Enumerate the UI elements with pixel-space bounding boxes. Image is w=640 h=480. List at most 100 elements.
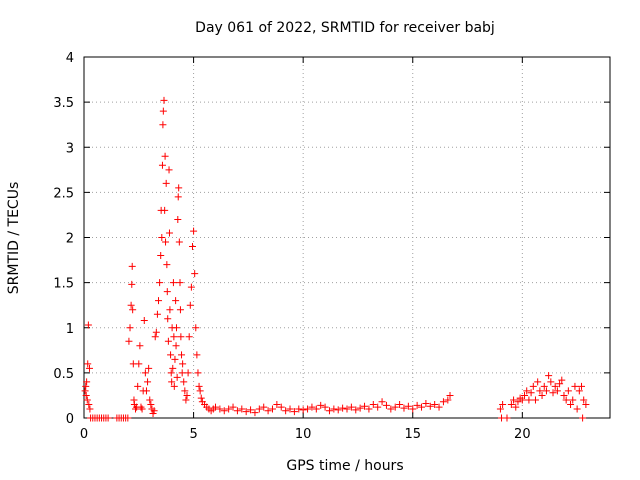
data-point (558, 376, 566, 384)
data-point (260, 403, 268, 411)
data-point (178, 351, 186, 359)
data-point (184, 369, 192, 377)
data-point (523, 387, 531, 395)
data-point (169, 279, 177, 287)
data-point (144, 378, 152, 386)
y-tick-label: 4 (66, 51, 74, 66)
data-point (182, 396, 190, 404)
data-point (575, 387, 583, 395)
data-point (150, 407, 158, 415)
data-point (503, 414, 511, 422)
data-point (251, 409, 259, 417)
data-point (127, 301, 135, 309)
data-point (172, 342, 180, 350)
data-point (125, 337, 133, 345)
data-point (396, 400, 404, 408)
data-point (157, 252, 165, 260)
data-point (573, 405, 581, 413)
data-point (167, 351, 175, 359)
data-point (282, 407, 290, 415)
data-point (404, 402, 412, 410)
data-point (132, 405, 140, 413)
data-point (161, 152, 169, 160)
data-point (229, 403, 237, 411)
data-point (178, 369, 186, 377)
data-point (290, 408, 298, 416)
data-point (83, 396, 91, 404)
data-point (173, 373, 181, 381)
data-point (525, 396, 533, 404)
y-tick-label: 0.5 (53, 367, 74, 382)
y-tick-label: 2 (66, 232, 74, 247)
data-point (549, 389, 557, 397)
data-point (439, 398, 447, 406)
data-point (361, 402, 369, 410)
data-point (85, 400, 93, 408)
data-point (560, 391, 568, 399)
data-point (551, 382, 559, 390)
data-point (159, 121, 167, 129)
data-point (369, 400, 377, 408)
data-point (176, 279, 184, 287)
data-point (527, 389, 535, 397)
data-point (155, 297, 163, 305)
data-point (167, 369, 175, 377)
data-point (166, 306, 174, 314)
y-tick-label: 2.5 (53, 186, 74, 201)
data-point (418, 403, 426, 411)
data-point (540, 382, 548, 390)
data-point (172, 297, 180, 305)
data-point (325, 407, 333, 415)
data-point (163, 261, 171, 269)
y-tick-label: 3 (66, 141, 74, 156)
data-point (400, 404, 408, 412)
data-point (308, 403, 316, 411)
data-point (343, 405, 351, 413)
data-point (158, 161, 166, 169)
data-point (159, 107, 167, 115)
data-point (162, 238, 170, 246)
x-tick-label: 15 (404, 427, 421, 442)
data-point (569, 396, 577, 404)
x-tick-label: 10 (295, 427, 312, 442)
data-point (304, 405, 312, 413)
data-point (556, 380, 564, 388)
data-point (299, 406, 307, 414)
data-point (446, 391, 454, 399)
data-point (499, 400, 507, 408)
data-point (83, 378, 91, 386)
data-point (514, 398, 522, 406)
grid-lines (84, 57, 610, 418)
x-axis-label: GPS time / hours (286, 458, 403, 474)
data-point (175, 184, 183, 192)
data-point (124, 414, 132, 422)
data-point (177, 333, 185, 341)
data-point (170, 382, 178, 390)
data-point (84, 360, 92, 368)
y-tick-label: 1.5 (53, 277, 74, 292)
data-point (135, 360, 143, 368)
data-point (170, 333, 178, 341)
data-point (507, 400, 515, 408)
data-point (168, 378, 176, 386)
data-point (534, 378, 542, 386)
data-point (238, 405, 246, 413)
data-point (142, 387, 150, 395)
data-point (286, 405, 294, 413)
data-point (180, 378, 188, 386)
data-point (233, 407, 241, 415)
data-point (137, 403, 145, 411)
data-point (140, 317, 148, 325)
y-axis-label: SRMTID / TECUs (6, 182, 22, 295)
data-point (128, 280, 136, 288)
data-point (580, 396, 588, 404)
data-point (186, 301, 194, 309)
data-point (321, 403, 329, 411)
data-point (81, 387, 89, 395)
data-point (312, 405, 320, 413)
data-point (220, 407, 228, 415)
data-point (536, 387, 544, 395)
data-point (317, 401, 325, 409)
data-point (126, 324, 134, 332)
